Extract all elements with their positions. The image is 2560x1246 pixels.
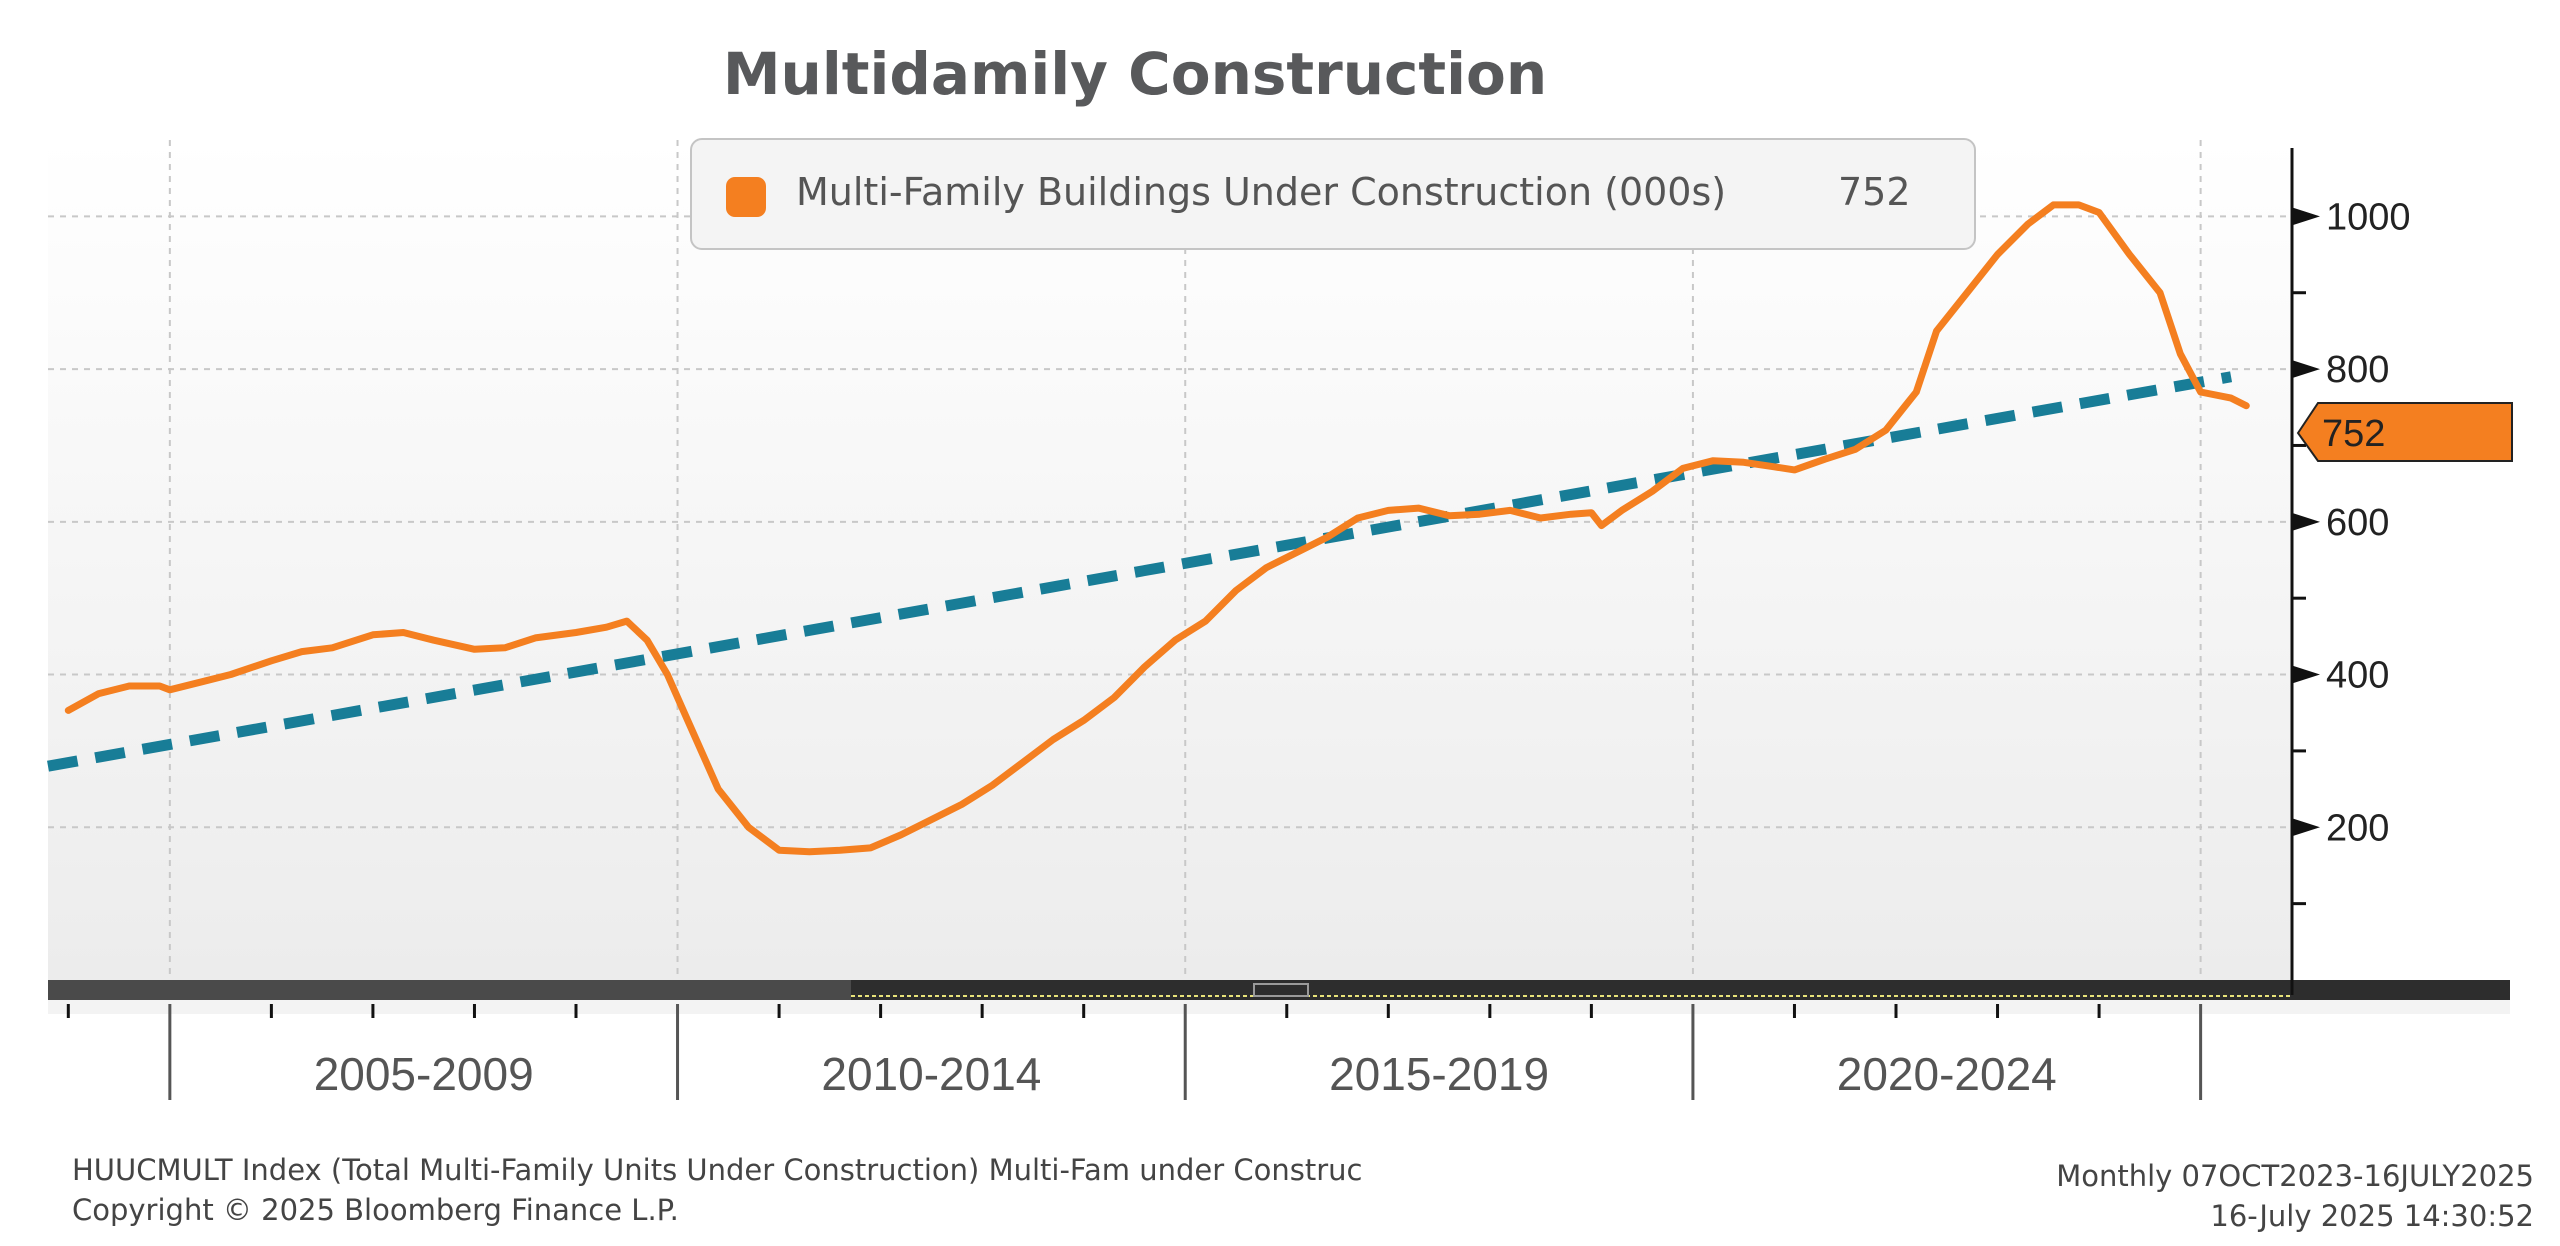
y-tick-label: 600 [2326,502,2389,544]
chart-title: Multidamily Construction [722,40,1548,108]
footer-right: Monthly 07OCT2023-16JULY2025 16-July 202… [2056,1156,2534,1236]
scroll-handle[interactable] [1253,983,1309,997]
y-tick-label: 1000 [2326,196,2411,238]
scroll-bar-bottom-strip [48,1000,2510,1014]
last-value-tag: 752 [2296,402,2513,462]
plot-background [48,140,2292,980]
y-tick-label: 200 [2326,807,2389,849]
y-tick-arrow [2292,207,2320,226]
y-tick-arrow [2292,665,2320,684]
last-value-tag-shape [2296,402,2513,462]
footer-copyright: Copyright © 2025 Bloomberg Finance L.P. [72,1193,679,1227]
x-period-label: 2010-2014 [821,1048,1041,1100]
legend-label: Multi-Family Buildings Under Constructio… [796,170,1727,214]
y-tick-arrow [2292,360,2320,379]
last-value-tag-text: 752 [2322,413,2385,455]
legend-swatch [726,177,766,217]
footer-date-range: Monthly 07OCT2023-16JULY2025 [2056,1159,2534,1193]
y-axis: 200 400 600 800 1000 [2290,148,2411,995]
footer-index-description: HUUCMULT Index (Total Multi-Family Units… [72,1153,1363,1187]
scroll-bar-thumb[interactable] [48,980,851,1000]
x-period-label: 2015-2019 [1329,1048,1549,1100]
series-layer [47,201,2250,856]
series-line-multi-family [64,201,2250,856]
footer-timestamp: 16-July 2025 14:30:52 [2210,1199,2534,1233]
y-tick-arrow [2292,818,2320,837]
footer-left: HUUCMULT Index (Total Multi-Family Units… [72,1150,1362,1230]
y-tick-label: 400 [2326,655,2389,697]
scroll-bar[interactable] [48,980,2510,1014]
legend-value: 752 [1838,170,1911,214]
y-tick-label: 800 [2326,349,2389,391]
y-tick-arrow [2292,512,2320,531]
x-period-label: 2005-2009 [314,1048,534,1100]
x-period-label: 2020-2024 [1837,1048,2057,1100]
legend: Multi-Family Buildings Under Constructio… [690,138,1976,250]
x-axis: 2005-2009 2010-2014 2015-2019 2020-2024 [66,1004,2203,1100]
